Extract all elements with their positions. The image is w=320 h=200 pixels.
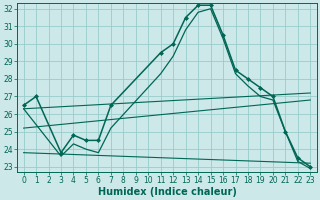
X-axis label: Humidex (Indice chaleur): Humidex (Indice chaleur) <box>98 187 236 197</box>
